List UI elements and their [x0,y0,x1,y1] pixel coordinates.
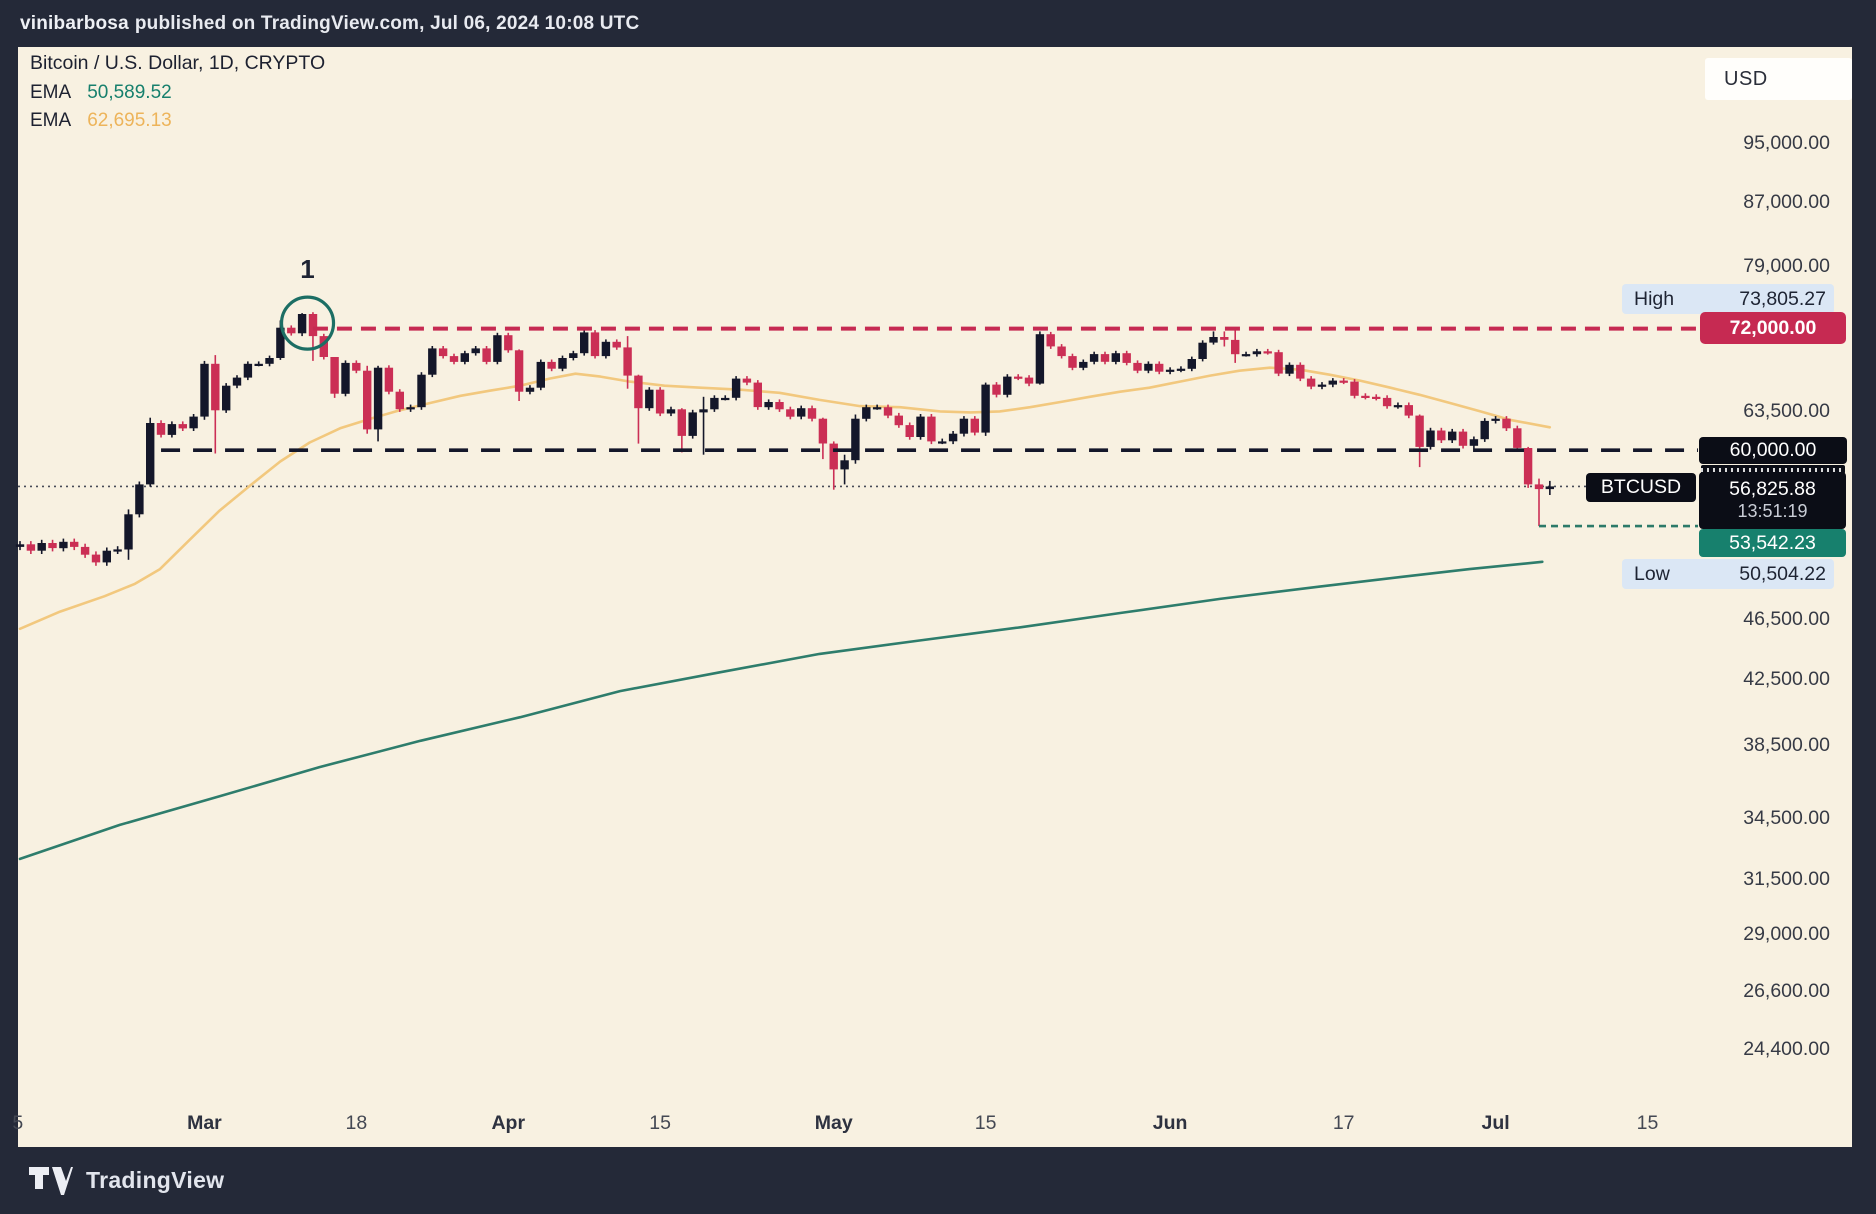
price-tick-label: 24,400.00 [1743,1037,1830,1060]
bar-countdown: 13:51:19 [1737,501,1808,522]
resistance-line-badge[interactable]: 72,000.00 [1700,312,1846,344]
publish-header: vinibarbosa published on TradingView.com… [0,0,1876,47]
time-tick-label: Jun [1152,1112,1188,1134]
ema-fast-label: EMA [30,110,72,131]
time-tick-label: Jul [1481,1112,1510,1134]
footer-bar: TradingView [0,1147,1876,1214]
symbol-title[interactable]: Bitcoin / U.S. Dollar, 1D, CRYPTO [30,52,326,74]
support-line-badge[interactable]: 60,000.00 [1699,437,1847,464]
ema-slow-line[interactable] [18,560,1544,861]
high-value: 73,805.27 [1739,287,1826,310]
price-tick-label: 42,500.00 [1743,668,1830,691]
price-tick-label: 29,000.00 [1743,922,1830,945]
price-tick-label: 46,500.00 [1743,608,1830,631]
time-tick-label: 15 [649,1112,671,1134]
price-tick-label: 79,000.00 [1743,254,1830,277]
candlestick-series[interactable] [15,312,1554,566]
time-tick-label: May [814,1112,853,1134]
annotation-label-1[interactable]: 1 [300,254,315,284]
price-tick-label: 34,500.00 [1743,807,1830,830]
time-tick-label: Mar [187,1112,222,1134]
price-tick-label: 38,500.00 [1743,733,1830,756]
low-value: 50,504.22 [1739,562,1826,585]
time-tick-label: 18 [345,1112,368,1134]
ema-slow-row[interactable]: EMA 50,589.52 [30,82,325,104]
low-line-badge: 53,542.23 [1699,529,1846,557]
time-tick-label: 17 [1332,1112,1355,1134]
price-tick-label: 87,000.00 [1743,190,1830,213]
chart-panel[interactable] [18,47,1852,1147]
publisher-username: vinibarbosa [20,12,129,34]
occluded-label-strip [1701,465,1845,474]
price-axis[interactable]: 95,000.00 87,000.00 79,000.00 63,500.00 46,5… [1690,47,1852,1100]
currency-toggle-button[interactable]: USD [1705,58,1852,100]
ema-fast-line[interactable] [18,366,1552,631]
time-axis[interactable]: 5 Mar 18 Apr 15 May 15 Jun 17 Jul 15 [12,1100,1852,1147]
last-price-badge: 56,825.88 13:51:19 [1699,472,1846,529]
price-tick-label: 26,600.00 [1743,980,1830,1003]
price-tick-label: 31,500.00 [1743,867,1830,890]
time-tick-label: 5 [12,1112,24,1134]
low-price-badge: Low 50,504.22 [1622,559,1834,589]
ema-fast-row[interactable]: EMA 62,695.13 [30,110,325,132]
annotation-circle[interactable] [279,295,336,351]
time-tick-label: 15 [974,1112,997,1134]
high-label: High [1634,287,1675,310]
symbol-badge[interactable]: BTCUSD [1586,473,1696,502]
time-tick-label: 15 [1636,1112,1659,1134]
last-price-value: 56,825.88 [1729,478,1816,500]
high-price-badge: High 73,805.27 [1622,284,1834,314]
price-tick-label: 63,500.00 [1743,400,1830,423]
low-label: Low [1634,562,1670,585]
price-tick-label: 95,000.00 [1743,131,1830,154]
ema-slow-value: 50,589.52 [87,82,172,103]
chart-legend: Bitcoin / U.S. Dollar, 1D, CRYPTO EMA 50,… [30,52,325,138]
time-tick-label: Apr [491,1112,526,1134]
ema-slow-label: EMA [30,82,72,103]
tradingview-logo-icon[interactable] [28,1166,74,1196]
tradingview-brand[interactable]: TradingView [86,1167,225,1193]
ema-fast-value: 62,695.13 [87,110,172,131]
publish-info: published on TradingView.com, Jul 06, 20… [134,12,640,34]
